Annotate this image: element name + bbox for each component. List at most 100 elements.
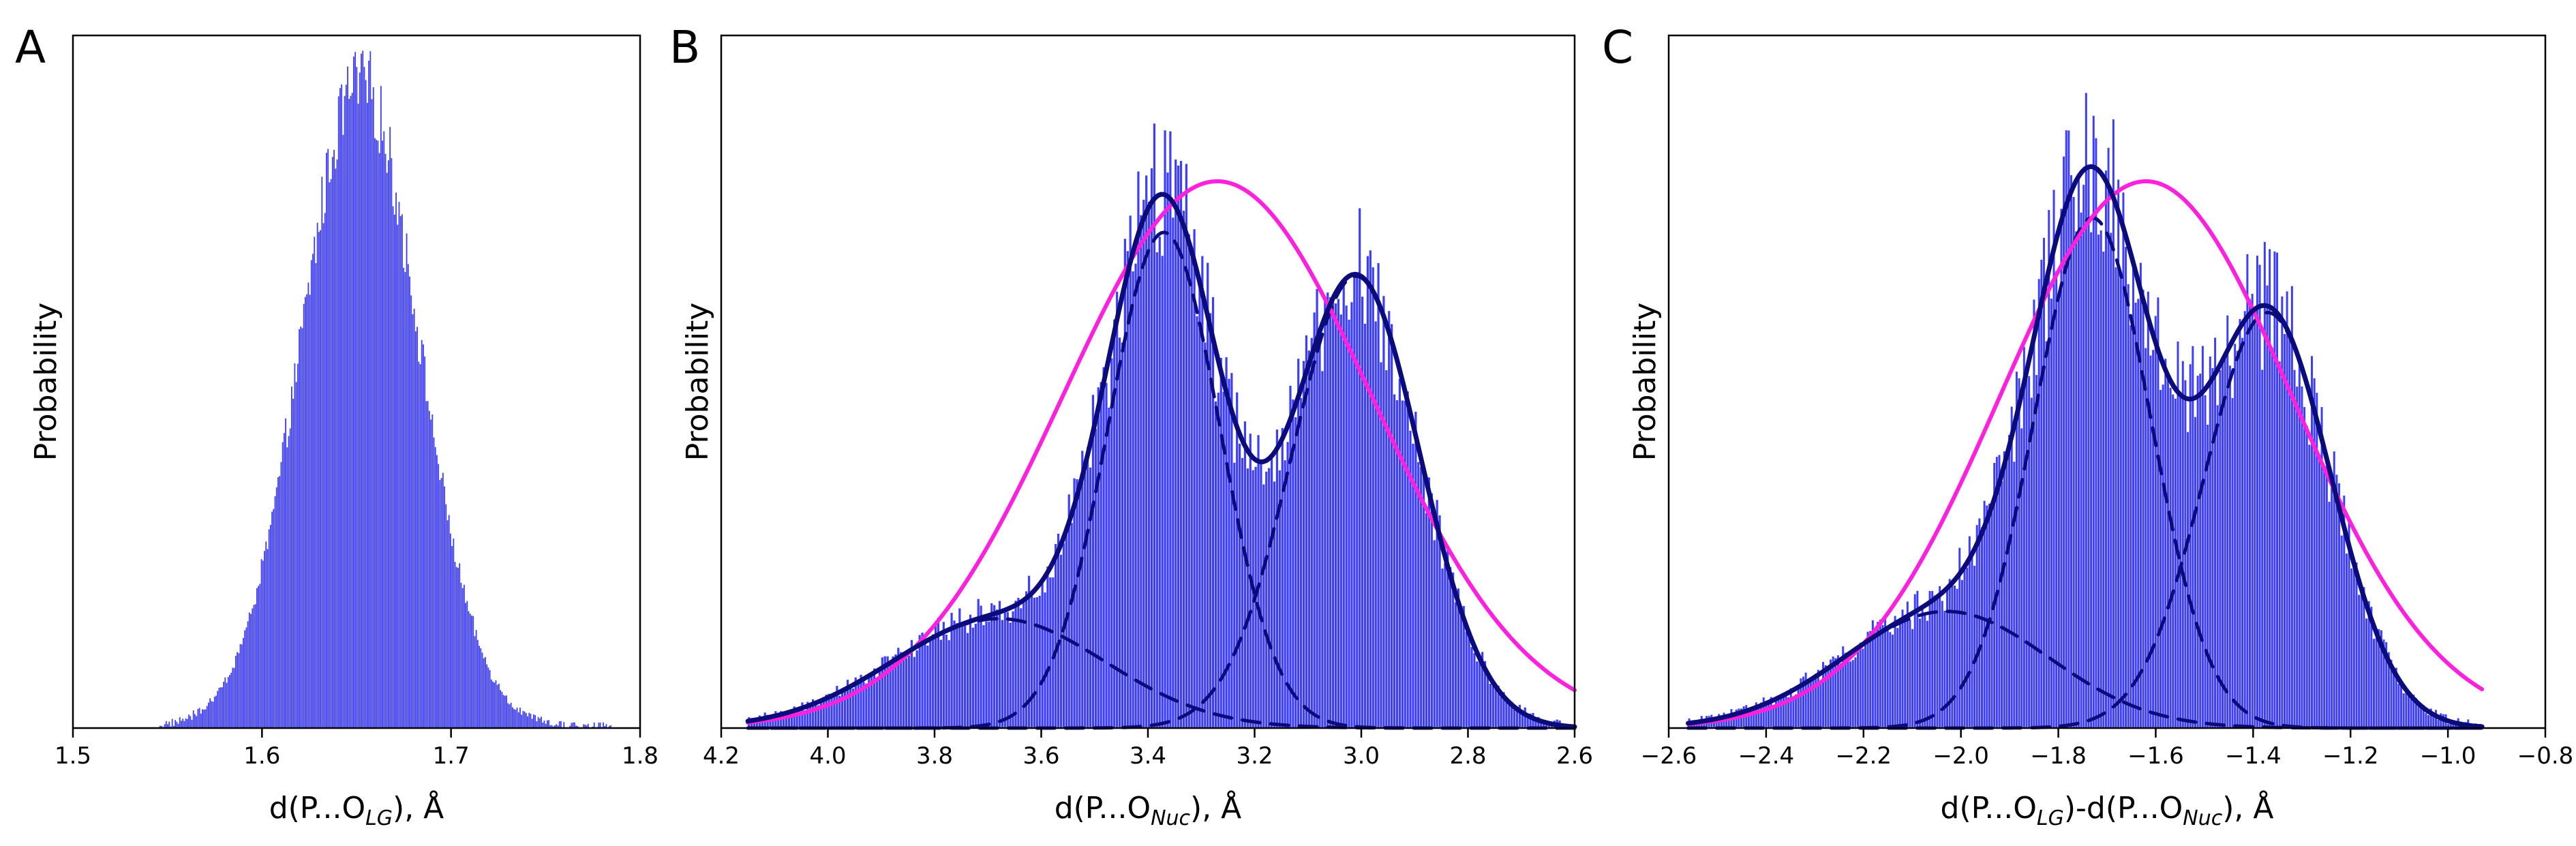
panel-b-histogram-bar	[1179, 161, 1183, 729]
panel-a-histogram-bar	[336, 159, 338, 728]
panel-c-histogram-bar	[2001, 481, 2003, 728]
panel-b-histogram-bar	[956, 623, 958, 728]
panel-a-histogram-bar	[337, 96, 339, 728]
panel-b-histogram-bar	[1366, 256, 1369, 728]
panel-c-histogram-bar	[2290, 286, 2293, 728]
panel-c-histogram-bar	[1774, 700, 1777, 728]
panel-c-histogram-bar	[2107, 147, 2110, 728]
panel-c-x-label: d(P...OLG)-d(P...ONuc), Å	[1941, 789, 2274, 830]
panel-a-histogram-bar	[479, 646, 480, 728]
panel-b-histogram-bar	[1417, 462, 1420, 728]
panel-b-histogram-bar	[1172, 217, 1175, 728]
panel-c-histogram-bar	[2063, 156, 2065, 728]
panel-a-histogram-bar	[608, 725, 610, 728]
panel-b-histogram-bar	[1270, 453, 1273, 728]
panel-c-single-gaussian-fit	[1686, 179, 2485, 727]
panel-b-histogram-bar	[1030, 592, 1033, 728]
panel-a-histogram-bar	[480, 648, 482, 728]
panel-b-histogram-bar	[1035, 597, 1038, 728]
panel-a-histogram-bar	[186, 719, 188, 728]
panel-c-histogram-bar	[2293, 369, 2296, 728]
panel-b-histogram-bar	[851, 689, 854, 728]
panel-c-histogram-bar	[2139, 262, 2142, 729]
panel-a-histogram-bar	[430, 419, 431, 728]
panel-c-histogram-bar	[2085, 93, 2087, 728]
panel-a-histogram-bar	[374, 138, 376, 728]
panel-c-histogram-bar	[2067, 130, 2070, 728]
panel-c-histogram-bar	[1975, 525, 1978, 728]
panel-c-histogram-bar	[2050, 299, 2052, 728]
panel-a-histogram-bar	[252, 608, 254, 728]
panel-b-histogram-bar	[929, 640, 932, 728]
panel-a-histogram-bar	[386, 172, 388, 729]
panel-b-histogram-bar	[862, 682, 865, 728]
panel-a-histogram-bar	[501, 691, 503, 728]
panel-c-histogram-bar	[1901, 609, 1904, 728]
panel-a-histogram-bar	[414, 331, 416, 729]
panel-b-histogram-bar	[1201, 256, 1204, 728]
panel-b-histogram-bar	[985, 621, 988, 728]
panel-c-x-tick-label: −2.0	[1933, 742, 1989, 770]
panel-c-histogram-bar	[2022, 346, 2025, 728]
panel-b-histogram-bar	[1404, 400, 1406, 728]
panel-b-histogram-bar	[1518, 704, 1521, 728]
panel-c-histogram-bar	[1990, 504, 1993, 728]
panel-b-histogram-bar	[1444, 562, 1446, 728]
panel-b-histogram-bar	[843, 690, 847, 728]
panel-c-histogram-bar	[2196, 376, 2199, 728]
panel-c-histogram-bar	[2052, 190, 2055, 728]
panel-c-histogram-bar	[1988, 503, 1990, 728]
panel-b-histogram-bar	[1177, 165, 1180, 728]
panel-c-histogram-bar	[2164, 359, 2167, 728]
panel-b-histogram-bar	[1334, 303, 1337, 728]
panel-a-histogram-bar	[233, 667, 235, 728]
panel-c-histogram-bar	[2256, 256, 2258, 728]
panel-a-histogram-bar	[474, 636, 476, 728]
panel-a-x-label: d(P...OLG), Å	[269, 789, 444, 830]
panel-b-histogram-bar	[1348, 319, 1350, 729]
panel-a-histogram-bar	[549, 725, 551, 728]
panel-b-histogram-bar	[1142, 200, 1145, 728]
panel-b-histogram-bar	[1014, 601, 1017, 728]
panel-b-histogram-bar	[1116, 291, 1119, 728]
panel-b-histogram-bar	[1257, 435, 1260, 728]
panel-a-histogram-bar	[218, 687, 220, 728]
panel-c-histogram-bar	[2169, 387, 2172, 728]
panel-b-histogram-bar	[953, 620, 956, 728]
panel-b-histogram-bar	[1398, 378, 1401, 728]
panel-b-histogram-bar	[1465, 631, 1468, 728]
panel-b-histogram-bar	[1073, 478, 1076, 728]
panel-c-histogram-bar	[1804, 672, 1807, 728]
panel-a-histogram-bar	[206, 706, 208, 728]
panel-a-histogram-bar	[321, 177, 323, 728]
panel-b-total-fit	[745, 192, 1577, 729]
panel-b-histogram-bar	[860, 674, 862, 728]
panel-a-histogram-bar	[583, 724, 585, 728]
panel-c-histogram-bar	[2030, 397, 2033, 728]
panel-b-histogram-bar	[1425, 513, 1428, 728]
panel-b-histogram-bar	[945, 634, 948, 728]
panel-c-x-tick-label: −0.8	[2517, 742, 2574, 770]
panel-b-histogram-bar	[926, 646, 929, 728]
panel-b-histogram-bar	[875, 680, 879, 728]
panel-c-histogram-bar	[1869, 631, 1872, 728]
panel-a-histogram-bar	[537, 716, 539, 728]
panel-b-histogram-bar	[1033, 597, 1035, 728]
panel-a-histogram-bar	[468, 611, 470, 728]
panel-b-plot-area	[745, 123, 1577, 730]
panel-b-histogram-bar	[857, 680, 860, 728]
panel-b-histogram-bar	[881, 657, 883, 728]
panel-c-histogram-bar	[2100, 230, 2102, 729]
panel-a-histogram-bar	[530, 714, 532, 728]
panel-b-x-tick-label: 3.0	[1343, 742, 1380, 770]
panel-a-histogram-bar	[254, 604, 256, 728]
panel-a-histogram-bar	[371, 99, 373, 729]
panel-a-histogram-bar	[368, 61, 370, 729]
panel-c-histogram-bar	[2340, 535, 2343, 728]
panel-a-histogram-bar	[221, 687, 223, 728]
panel-b-histogram-bar	[1385, 370, 1388, 728]
panel-c-histogram-bar	[1884, 616, 1887, 728]
panel-b-y-label: Probability	[680, 303, 715, 462]
panel-c-histogram-bar	[2122, 192, 2125, 728]
panel-a-histogram-bar	[434, 447, 436, 728]
